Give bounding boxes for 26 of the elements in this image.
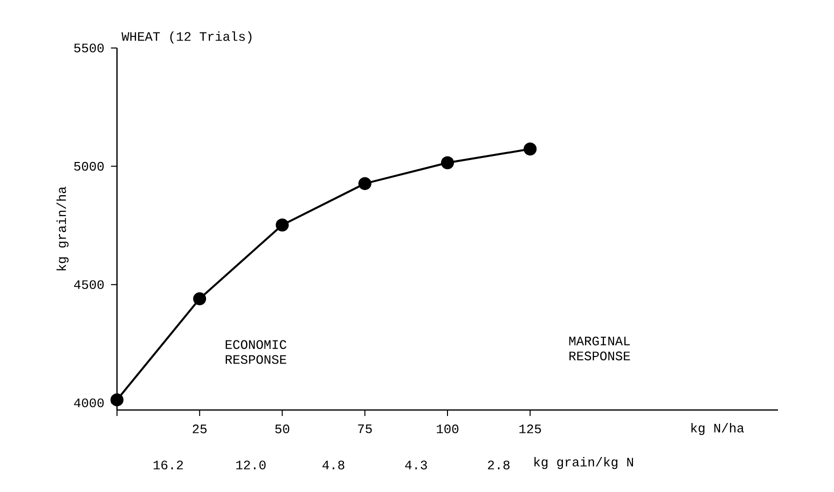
x-tick-label: 25 [192,424,207,434]
y-tick-label: 5500 [74,44,104,52]
point [358,177,372,190]
x-axis-title: kg N/ha [691,422,744,436]
text: 12.0 [236,460,266,470]
annotation: MARGINAL RESPONSE [569,336,630,360]
text: 16.2 [154,460,183,470]
x-tick-label: 125 [519,424,541,434]
point [110,393,124,406]
x-tick-label: 50 [275,424,290,434]
point [441,156,454,170]
text: 4.3 [405,460,427,470]
annotation: ECONOMIC RESPONSE [226,340,286,364]
point [276,218,289,232]
x-tick-label: 75 [358,424,372,434]
y-axis-title: kg grain/ha [56,186,69,270]
x-tick-label: 100 [436,424,458,434]
text: 2.8 [488,460,510,470]
y-tick-label: 4000 [74,398,104,408]
text: kg grain/kg N [534,456,633,470]
point [524,142,537,156]
y-tick-label: 4500 [74,280,104,289]
text: 4.8 [322,460,344,470]
chart-title: WHEAT (12 Trials) [122,31,252,44]
point [193,292,206,306]
y-tick-label: 5000 [74,162,104,171]
